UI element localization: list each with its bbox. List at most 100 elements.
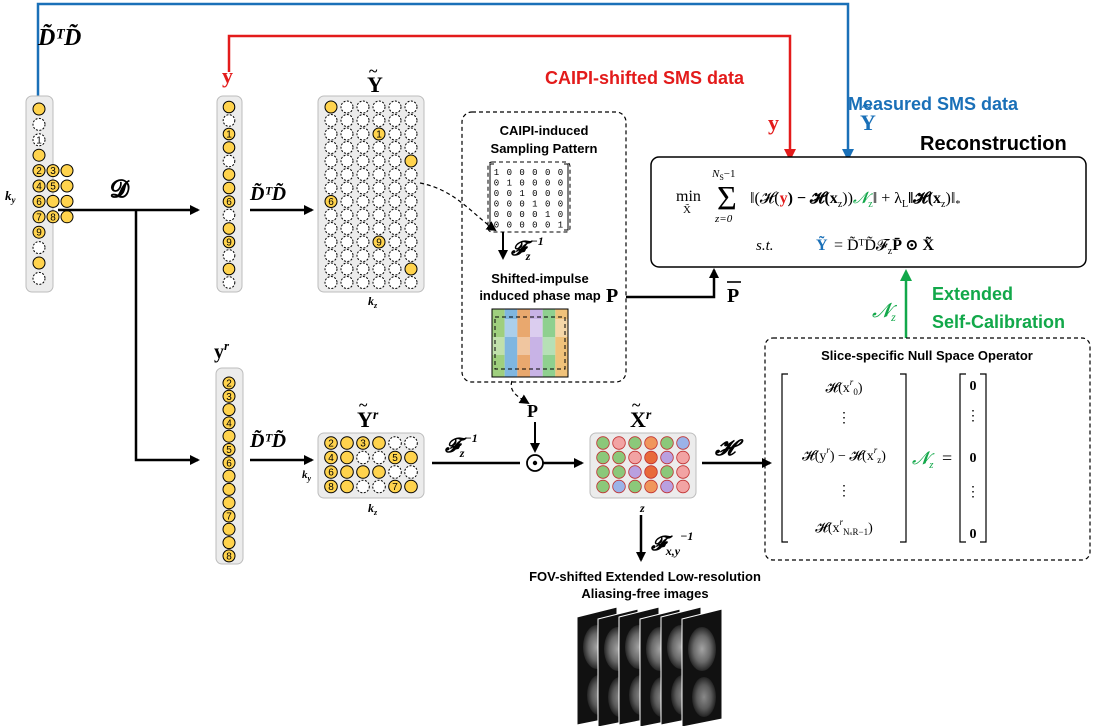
Yr-tilde-cell (404, 479, 418, 494)
Yr-tilde-cell-label: 4 (328, 453, 334, 464)
Yr-tilde-cell (324, 450, 338, 465)
svg-text:⋮: ⋮ (966, 485, 980, 500)
Y-tilde-cell (324, 249, 338, 262)
Y-tilde-cell (340, 276, 354, 289)
ky-left-sample (32, 256, 46, 270)
Yr-tilde-cell (388, 479, 402, 494)
Y-tilde-cell (356, 127, 370, 141)
ky-left-sample (32, 117, 46, 131)
Y-tilde-cell (404, 127, 418, 141)
Xr-cell (660, 436, 674, 450)
Y-tilde-cell (340, 141, 354, 154)
ky-left-sample-ext (46, 179, 60, 193)
y-sample (222, 235, 236, 249)
Y-tilde-cell (324, 262, 338, 276)
ky-left-sample-ext-label: 5 (50, 182, 56, 193)
Y-tilde-cell (324, 141, 338, 154)
yr-sample (222, 469, 236, 483)
ky-left-sample-ext2 (60, 164, 74, 178)
yr-sample (222, 522, 236, 536)
yr-sample (222, 416, 236, 430)
ky-left-sample-label: 7 (36, 212, 42, 223)
Yr-tilde-cell (404, 465, 418, 479)
multiply-dot (532, 460, 538, 466)
Y-tilde-cell-label: 1 (376, 130, 382, 141)
z-axis-label: z (639, 501, 645, 515)
Y-tilde-cell (404, 154, 418, 168)
sampling-matrix-row: 1 0 0 0 0 0 (494, 168, 564, 178)
Y-tilde-cell (340, 249, 354, 262)
y-sample (222, 222, 236, 235)
sampling-phase-box (461, 111, 627, 383)
svg-text:0: 0 (970, 379, 977, 394)
Y-tilde-cell (324, 154, 338, 168)
Xr-cell (676, 479, 690, 494)
phasemap-title-1: Shifted-impulse (491, 271, 589, 286)
ky-left-sample-ext2 (60, 194, 74, 208)
yr-sample (222, 456, 236, 470)
ky-left-sample (32, 133, 46, 147)
ky-left-sample-ext-label: 8 (50, 212, 56, 223)
ky-left-sample (32, 225, 46, 239)
Yr-tilde-cell-label: 5 (392, 453, 398, 464)
Y-tilde-cell (372, 127, 386, 141)
Xr-cell (644, 479, 658, 494)
Xr-cell (596, 479, 610, 494)
y-sample (222, 249, 236, 262)
Xr-cell (644, 450, 658, 465)
aliasing-free-image-stack (576, 606, 723, 726)
D-operator: 𝓓 (110, 177, 130, 203)
Xr-cell (612, 436, 626, 450)
Y-tilde-cell (324, 114, 338, 127)
Y-tilde-cell (388, 181, 402, 195)
yr-sample-label: 2 (226, 379, 232, 390)
Y-tilde-cell (372, 100, 386, 114)
H-operator: 𝓗 (714, 435, 744, 460)
phase-map-stripe (530, 309, 543, 377)
Yr-tilde-cell (372, 436, 386, 450)
Yr-tilde-label: Yr (357, 407, 379, 432)
svg-text:Ỹ: Ỹ (816, 234, 828, 254)
phase-map-shade (530, 319, 543, 337)
Yr-tilde-cell (340, 465, 354, 479)
Y-tilde-cell (356, 235, 370, 249)
yr-sample-label: 6 (226, 458, 232, 469)
Xr-cell (644, 436, 658, 450)
ky-left-sample (32, 241, 46, 255)
Y-tilde-cell (388, 262, 402, 276)
Xr-cell (612, 465, 626, 479)
sampling-matrix: 1 0 0 0 0 00 1 0 0 0 00 0 1 0 0 00 0 0 1… (487, 161, 571, 233)
Yr-tilde-cell (356, 436, 370, 450)
svg-text:0: 0 (970, 527, 977, 542)
y-sample-label: 9 (226, 238, 232, 249)
ky-left-sample-label: 2 (36, 166, 42, 177)
y-sample (222, 168, 236, 181)
Xr-cell (676, 436, 690, 450)
sampling-matrix-row: 0 0 0 1 0 0 (494, 200, 564, 210)
dashed-connector-sampling (419, 182, 497, 232)
Xr-tilde-label: Xr (630, 407, 652, 432)
phase-map-shade (555, 319, 568, 337)
Y-tilde-cell (372, 262, 386, 276)
ky-left-sample (32, 210, 46, 224)
Y-tilde-cell (340, 127, 354, 141)
Yr-tilde-cell (404, 436, 418, 450)
Yr-tilde-cell (356, 479, 370, 494)
Y-tilde-cell-label: 9 (376, 238, 382, 249)
svg-text:𝓗(xrNₛR−1): 𝓗(xrNₛR−1) (815, 517, 873, 537)
Y-blue-tilde: ~ (862, 96, 872, 116)
svg-text:s.t.: s.t. (756, 238, 774, 254)
brain-shape (692, 677, 716, 717)
Y-tilde-cell (388, 127, 402, 141)
Xr-cell (660, 479, 674, 494)
Yr-tilde-cell (372, 465, 386, 479)
Y-tilde-cell (404, 249, 418, 262)
phasemap-title-2: induced phase map (479, 288, 600, 303)
svg-text:𝓗(yr) − 𝓗(xrz): 𝓗(yr) − 𝓗(xrz) (802, 445, 886, 465)
Y-tilde-cell (404, 100, 418, 114)
y-sample (222, 208, 236, 222)
Y-tilde-cell (356, 154, 370, 168)
Y-tilde-cell (404, 168, 418, 181)
Y-tilde-label: Y (367, 72, 383, 97)
null-space-matrix: 𝓗(xr0) ⋮ 𝓗(yr) − 𝓗(xrz) ⋮ 𝓗(xrNₛR−1) 𝓝z … (781, 373, 987, 543)
